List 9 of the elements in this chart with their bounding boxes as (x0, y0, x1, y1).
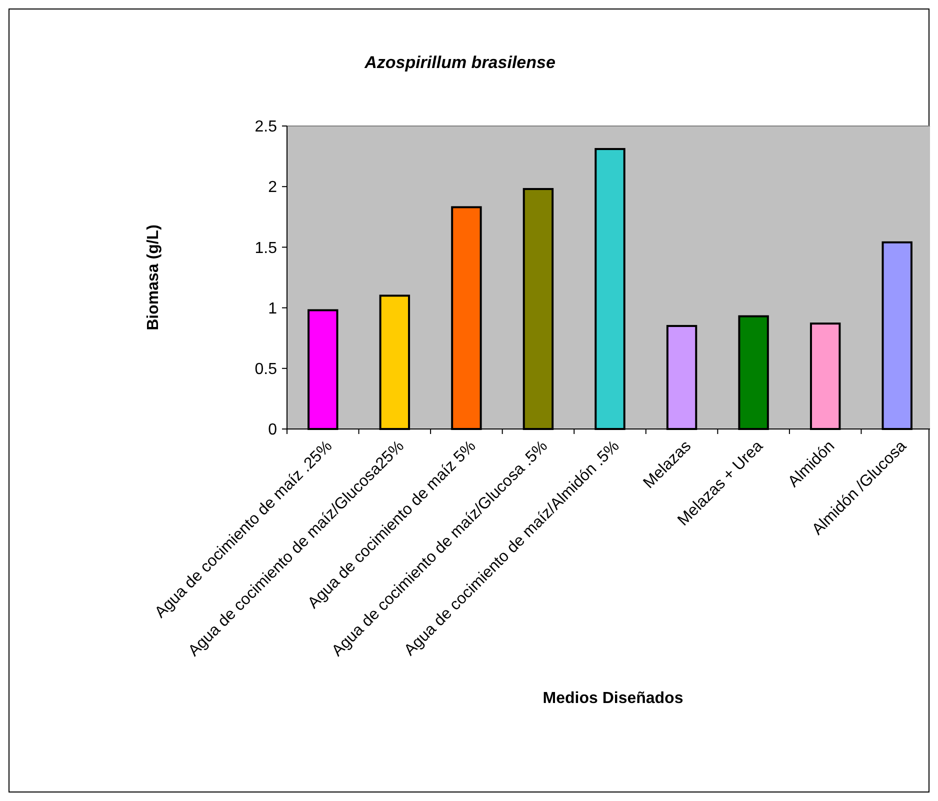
y-tick-label: 2.5 (254, 118, 278, 136)
x-axis-title: Medios Diseñados (542, 690, 684, 707)
y-tick-label: 2 (268, 179, 278, 196)
y-tick-label: 1 (268, 300, 278, 318)
y-tick-label: 0 (268, 422, 278, 439)
chart-title: Azospirillum brasilense (364, 53, 556, 72)
y-axis-title: Biomasa (g/L) (145, 224, 162, 330)
y-tick-label: 1.5 (254, 240, 278, 257)
y-tick-label: 0.5 (254, 361, 278, 378)
